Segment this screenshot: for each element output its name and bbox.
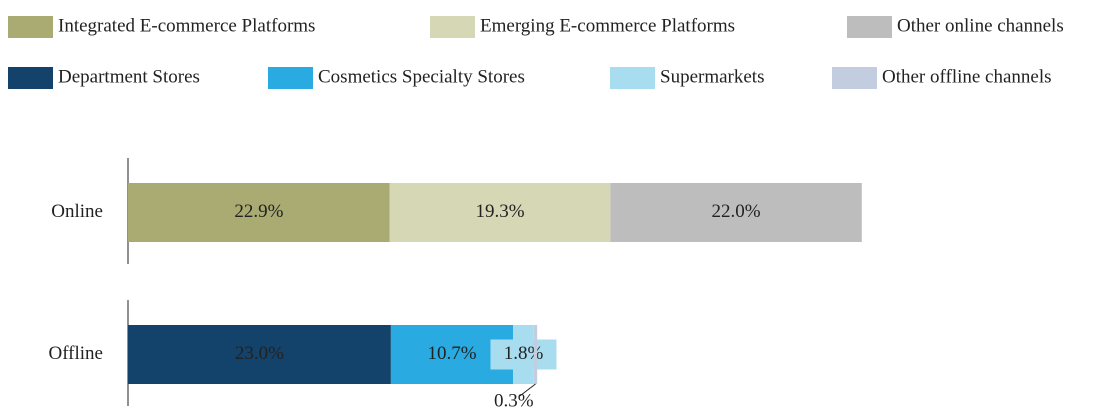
leader-line [519,383,536,397]
legend-label: Department Stores [58,66,200,87]
value-label: 1.8% [504,343,544,364]
category-label: Offline [48,343,103,364]
legend-swatch [8,67,53,89]
bar-segment [610,183,862,242]
legend-swatch [430,16,475,38]
value-label: 22.0% [712,201,761,222]
value-label-box [490,339,557,370]
value-label: 19.3% [476,201,525,222]
legend-swatch [832,67,877,89]
bar-segment [128,183,390,242]
legend-swatch [8,16,53,38]
value-label: 22.9% [234,201,283,222]
bar-segment [533,325,538,384]
legend-label: Supermarkets [660,66,764,87]
category-label: Online [51,201,103,222]
legend-label: Cosmetics Specialty Stores [318,66,525,87]
legend-swatch [268,67,313,89]
legend-label: Integrated E-commerce Platforms [58,15,315,36]
bar-segment [389,183,611,242]
legend-swatch [610,67,655,89]
bar-segment [128,325,391,384]
legend-label: Emerging E-commerce Platforms [480,15,735,36]
value-label: 10.7% [428,343,477,364]
legend-label: Other online channels [897,15,1064,36]
legend-swatch [847,16,892,38]
value-label: 23.0% [235,343,284,364]
legend-label: Other offline channels [882,66,1052,87]
value-label: 0.3% [494,390,534,408]
